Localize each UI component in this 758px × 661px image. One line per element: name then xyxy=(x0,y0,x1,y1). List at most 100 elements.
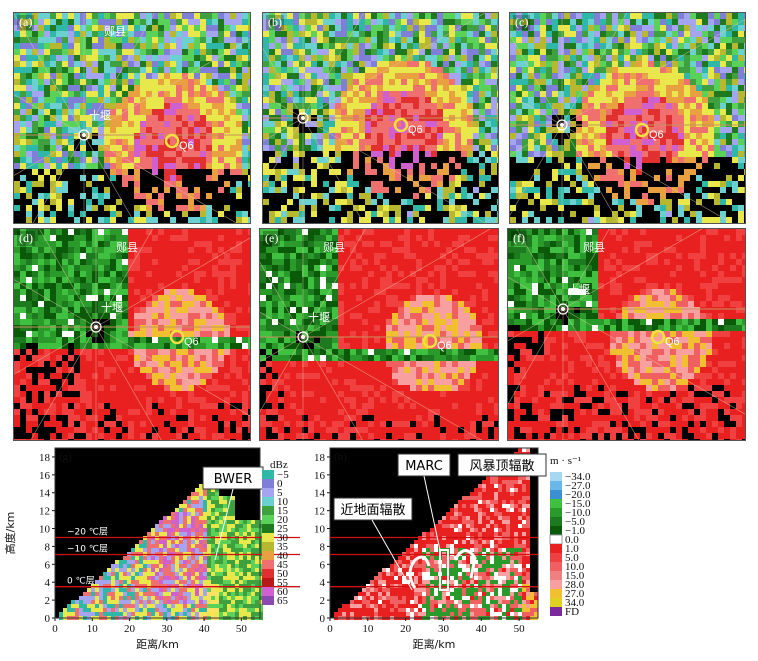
panel-label: (f) xyxy=(511,231,527,246)
x-axis-title: 距离/km xyxy=(136,637,179,651)
colorbar-swatch xyxy=(549,534,563,545)
x-tick-label: 30 xyxy=(161,623,173,635)
y-axis-title: 高度/km xyxy=(3,512,17,555)
x-tick-label: 0 xyxy=(52,623,58,635)
ppi-panel-c: (c) Q6 xyxy=(509,12,746,224)
panel-label: (e) xyxy=(263,231,281,246)
colorbar-label: FD xyxy=(565,606,579,618)
colorbar-swatch xyxy=(550,589,562,598)
colorbar-swatch xyxy=(262,542,274,551)
annotation-text: 风暴顶辐散 xyxy=(469,459,534,474)
x-tick-label: 10 xyxy=(87,623,99,635)
x-tick-label: 0 xyxy=(327,623,333,635)
y-tick-label: 12 xyxy=(314,506,325,518)
colorbar-label: −1.0 xyxy=(565,525,585,537)
colorbar-swatch xyxy=(262,524,274,533)
colorbar-swatch xyxy=(550,562,562,571)
ppi-panel-f: (f) Q6 郧县十堰 xyxy=(507,228,746,441)
city-label: 十堰 xyxy=(101,301,123,314)
colorbar-label: −10.0 xyxy=(565,507,591,519)
colorbar-swatch xyxy=(550,580,562,589)
isotherm-label: 0 ℃层 xyxy=(67,576,95,587)
x-tick-label: 20 xyxy=(400,623,412,635)
ppi-panel-b: (b) Q6 xyxy=(262,12,499,224)
y-tick-label: 16 xyxy=(314,470,326,482)
colorbar-label: 34.0 xyxy=(565,597,585,609)
x-tick-label: 50 xyxy=(236,623,248,635)
colorbar-swatch xyxy=(262,560,274,569)
colorbar-label: 30 xyxy=(277,532,289,544)
x-tick-label: 30 xyxy=(438,623,450,635)
colorbar-label: 60 xyxy=(277,586,289,598)
storm-marker-label: Q6 xyxy=(408,124,423,136)
colorbar-swatch xyxy=(550,571,562,580)
annotation-box xyxy=(333,497,413,521)
county-label: 郧县 xyxy=(104,25,126,38)
colorbar-swatch xyxy=(550,553,562,562)
y-tick-label: 18 xyxy=(39,452,51,464)
colorbar-swatch xyxy=(550,598,562,607)
y-tick-label: 8 xyxy=(320,541,326,553)
panel-label: (d) xyxy=(17,231,35,246)
y-tick-label: 6 xyxy=(320,559,326,571)
storm-marker-label: Q6 xyxy=(179,140,194,152)
colorbar-label: −5.0 xyxy=(565,516,585,528)
x-tick-label: 10 xyxy=(362,623,374,635)
y-tick-label: 12 xyxy=(39,506,50,518)
colorbar-swatch xyxy=(262,587,274,596)
colorbar-swatch xyxy=(262,569,274,578)
colorbar-swatch xyxy=(550,517,562,526)
colorbar-label: 10.0 xyxy=(565,561,585,573)
colorbar-swatch xyxy=(262,533,274,542)
colorbar-label: 35 xyxy=(277,541,289,553)
panel-label: (g) xyxy=(59,451,72,463)
flow-arrow xyxy=(408,555,431,589)
x-axis-title: 距离/km xyxy=(413,637,456,651)
colorbar-swatch xyxy=(550,508,562,517)
colorbar-swatch xyxy=(262,497,274,506)
y-tick-label: 14 xyxy=(39,488,51,500)
y-tick-label: 18 xyxy=(314,452,326,464)
storm-marker-label: Q6 xyxy=(665,336,680,348)
colorbar-label: 27.0 xyxy=(565,588,585,600)
colorbar-swatch xyxy=(550,481,562,490)
y-tick-label: 4 xyxy=(45,577,51,589)
isotherm-label: −10 ℃层 xyxy=(67,543,108,554)
isotherm-label: −20 ℃层 xyxy=(67,526,108,537)
colorbar-swatch xyxy=(550,499,562,508)
x-tick-label: 20 xyxy=(124,623,136,635)
colorbar-label: 50 xyxy=(277,568,289,580)
colorbar-label: −34.0 xyxy=(565,471,591,483)
bwer-annotation: BWER xyxy=(214,472,253,487)
colorbar-label: 1.0 xyxy=(565,543,579,555)
colorbar-label: 20 xyxy=(277,514,289,526)
city-label: 十堰 xyxy=(568,283,590,296)
colorbar-label: 55 xyxy=(277,577,289,589)
y-tick-label: 2 xyxy=(45,595,51,607)
y-tick-label: 8 xyxy=(45,541,51,553)
flow-arrow xyxy=(439,549,449,591)
colorbar-label: 45 xyxy=(277,559,289,571)
colorbar-label: 0.0 xyxy=(565,534,579,546)
colorbar-label: 5 xyxy=(277,487,283,499)
colorbar-label: −27.0 xyxy=(565,480,591,492)
county-label: 郧县 xyxy=(583,241,605,254)
x-tick-label: 40 xyxy=(199,623,211,635)
colorbar-label: 65 xyxy=(277,595,289,607)
colorbar-swatch xyxy=(262,596,274,605)
colorbar-swatch xyxy=(262,551,274,560)
y-tick-label: 10 xyxy=(314,524,326,536)
y-tick-label: 4 xyxy=(320,577,326,589)
county-label: 郧县 xyxy=(323,241,345,254)
city-label: 十堰 xyxy=(308,311,330,324)
colorbar-label: 15.0 xyxy=(565,570,585,582)
colorbar-swatch xyxy=(550,544,562,553)
colorbar-label: 15 xyxy=(277,505,289,517)
colorbar-swatch xyxy=(262,506,274,515)
y-tick-label: 2 xyxy=(320,595,326,607)
colorbar-swatch xyxy=(262,488,274,497)
panel-label: (a) xyxy=(17,15,35,30)
colorbar-label: 0 xyxy=(277,478,283,490)
colorbar-label: −20.0 xyxy=(565,489,591,501)
